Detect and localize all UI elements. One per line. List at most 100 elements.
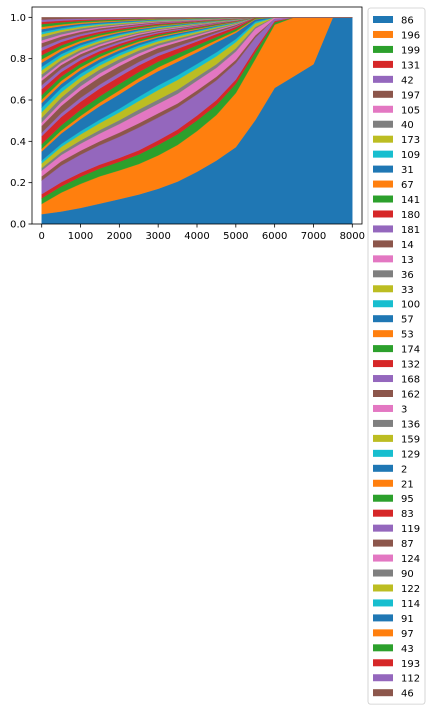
- legend-swatch: [373, 629, 393, 637]
- x-tick-label: 3000: [145, 231, 170, 242]
- legend-label: 109: [401, 150, 420, 161]
- legend-swatch: [373, 270, 393, 278]
- legend-swatch: [373, 360, 393, 368]
- legend-label: 95: [401, 494, 414, 505]
- legend-label: 43: [401, 644, 414, 655]
- x-tick-label: 6000: [262, 231, 287, 242]
- legend-label: 86: [401, 16, 414, 27]
- legend-swatch: [373, 449, 393, 457]
- legend-label: 57: [401, 315, 414, 326]
- legend-label: 131: [401, 60, 420, 71]
- x-tick-label: 0: [39, 231, 45, 242]
- legend-swatch: [373, 554, 393, 562]
- legend-label: 83: [401, 509, 414, 520]
- legend-swatch: [373, 195, 393, 203]
- legend-label: 193: [401, 659, 420, 670]
- legend-swatch: [373, 375, 393, 383]
- legend-swatch: [373, 240, 393, 248]
- legend-label: 199: [401, 45, 420, 56]
- legend-swatch: [373, 509, 393, 517]
- legend-swatch: [373, 210, 393, 218]
- legend-swatch: [373, 16, 393, 23]
- legend-swatch: [373, 464, 393, 472]
- legend-swatch: [373, 105, 393, 113]
- legend-label: 114: [401, 599, 420, 610]
- legend-label: 112: [401, 674, 420, 685]
- legend-label: 105: [401, 105, 420, 116]
- legend-swatch: [373, 255, 393, 263]
- legend-swatch: [373, 644, 393, 652]
- legend-label: 173: [401, 135, 420, 146]
- x-tick-label: 8000: [340, 231, 365, 242]
- legend-label: 124: [401, 554, 420, 565]
- legend-label: 67: [401, 180, 414, 191]
- legend-swatch: [373, 599, 393, 607]
- area-layers: [41, 17, 353, 224]
- legend-label: 33: [401, 285, 414, 296]
- y-tick-label: 0.0: [10, 220, 26, 231]
- legend-swatch: [373, 60, 393, 68]
- legend-label: 162: [401, 390, 420, 401]
- legend-swatch: [373, 404, 393, 412]
- legend-swatch: [373, 165, 393, 173]
- legend-swatch: [373, 300, 393, 308]
- legend-swatch: [373, 390, 393, 397]
- legend-label: 168: [401, 375, 420, 386]
- legend-swatch: [373, 315, 393, 323]
- legend-swatch: [373, 584, 393, 592]
- legend-label: 119: [401, 524, 420, 535]
- legend-swatch: [373, 419, 393, 427]
- legend-label: 132: [401, 360, 420, 371]
- legend-label: 21: [401, 479, 414, 490]
- legend-label: 141: [401, 195, 420, 206]
- legend-label: 90: [401, 569, 414, 580]
- legend-swatch: [373, 75, 393, 83]
- axes: 0 1000 2000 3000 4000 5000 6000 7000 8000 0.0 0.2 0…: [10, 6, 365, 242]
- x-tick-label: 5000: [223, 231, 248, 242]
- y-tick-label: 0.8: [10, 54, 26, 65]
- legend-swatch: [373, 674, 393, 682]
- legend-label: 196: [401, 30, 420, 41]
- legend-swatch: [373, 45, 393, 53]
- legend-label: 53: [401, 330, 414, 341]
- legend-swatch: [373, 434, 393, 442]
- legend-swatch: [373, 180, 393, 188]
- legend-swatch: [373, 539, 393, 547]
- x-tick-label: 4000: [184, 231, 209, 242]
- legend: 86 196 199 131 42 197 105 40 173 109 31 67 141 180 181…: [367, 7, 426, 705]
- legend-label: 129: [401, 449, 420, 460]
- legend-swatch: [373, 225, 393, 233]
- legend-label: 36: [401, 270, 414, 281]
- legend-label: 14: [401, 240, 414, 251]
- legend-label: 3: [401, 404, 407, 415]
- legend-label: 197: [401, 90, 420, 101]
- legend-label: 180: [401, 210, 420, 221]
- y-tick-label: 0.4: [10, 137, 26, 148]
- y-tick-label: 0.2: [10, 178, 26, 189]
- legend-swatch: [373, 285, 393, 293]
- legend-swatch: [373, 90, 393, 98]
- legend-swatch: [373, 150, 393, 158]
- legend-label: 46: [401, 689, 414, 700]
- x-tick-label: 1000: [68, 231, 93, 242]
- legend-swatch: [373, 30, 393, 38]
- legend-swatch: [373, 135, 393, 143]
- legend-label: 87: [401, 539, 414, 550]
- legend-swatch: [373, 479, 393, 487]
- legend-label: 42: [401, 75, 414, 86]
- legend-swatch: [373, 569, 393, 577]
- legend-swatch: [373, 120, 393, 128]
- legend-label: 159: [401, 434, 420, 445]
- legend-label: 2: [401, 464, 407, 475]
- legend-label: 31: [401, 165, 414, 176]
- legend-label: 40: [401, 120, 414, 131]
- x-tick-label: 2000: [107, 231, 132, 242]
- legend-swatch: [373, 659, 393, 667]
- legend-label: 181: [401, 225, 420, 236]
- x-tick-label: 7000: [301, 231, 326, 242]
- legend-swatch: [373, 524, 393, 532]
- legend-label: 97: [401, 629, 414, 640]
- y-tick-label: 0.6: [10, 96, 26, 107]
- legend-swatch: [373, 330, 393, 338]
